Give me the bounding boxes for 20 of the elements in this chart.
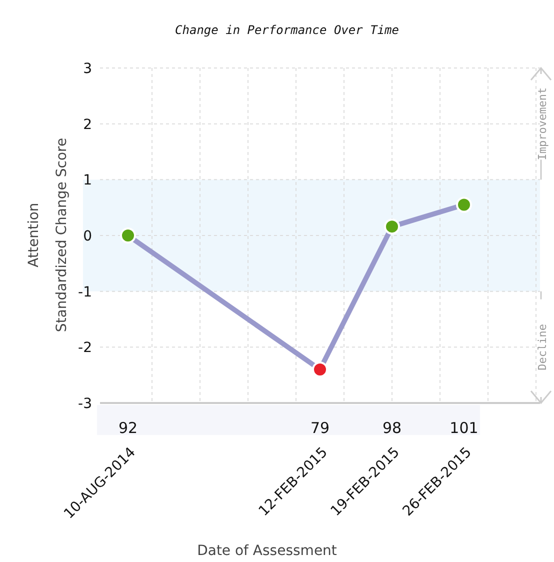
text: Improvement — [536, 87, 549, 160]
point — [120, 228, 136, 244]
y-tick-label: 0 — [83, 228, 92, 244]
y-tick-label: 3 — [83, 60, 92, 77]
text: Decline — [536, 324, 549, 370]
y-tick-label: -2 — [78, 340, 92, 356]
point — [312, 362, 328, 378]
y-tick-label: 2 — [83, 116, 92, 133]
x-axis-title: Date of Assessment — [197, 543, 338, 559]
y-tick-label: -1 — [78, 284, 92, 300]
y-axis-title: Attention Standardized Change Score — [26, 138, 70, 332]
text: 98 — [382, 419, 402, 437]
point — [384, 218, 400, 235]
text: 79 — [310, 419, 330, 437]
text: 92 — [118, 419, 138, 437]
chart-title: Change in Performance Over Time — [175, 23, 399, 37]
y-tick-label: -3 — [78, 396, 92, 412]
y-tick-label: 1 — [83, 172, 92, 189]
text: 101 — [450, 419, 478, 437]
point — [456, 196, 472, 213]
